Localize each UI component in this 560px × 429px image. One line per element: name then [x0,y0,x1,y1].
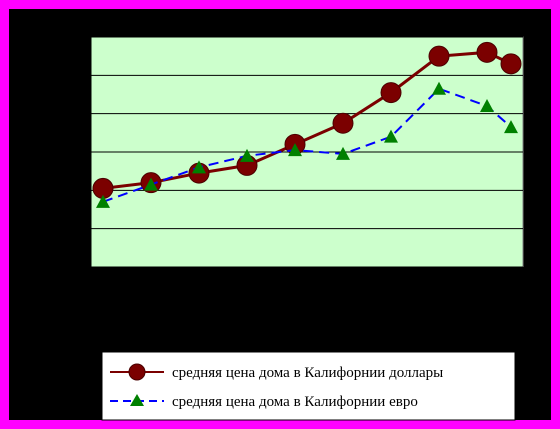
y-tick-label: 6000,00 [43,29,85,44]
legend-marker-usd [128,363,146,381]
series-layer [92,41,522,208]
x-tick-label: янв.02 [239,280,254,315]
data-point [288,143,302,157]
legend-box [101,351,516,421]
data-point [240,148,254,162]
x-tick-label: июл.02 [263,280,278,319]
series-line-1 [102,87,512,203]
x-tick-label: июл.05 [407,280,422,319]
data-point [192,160,206,174]
x-tick-label: янв.04 [335,280,350,316]
data-point [480,99,494,112]
data-point [476,41,498,63]
x-tick-label: янв.06 [431,280,446,316]
y-tick-label: 2000,00 [43,182,85,197]
x-tick-label: янв.01 [191,280,206,315]
data-point [428,45,450,67]
legend-label-eur: средняя цена дома в Калифорнии евро [172,394,418,410]
y-tick-label: 0 [79,259,86,274]
data-point [96,194,110,208]
y-tick-label: 5000,00 [43,67,85,82]
x-tick-label: янв.03 [287,280,302,315]
x-tick-label: июл.04 [359,280,374,320]
x-tick-label: июл.06 [455,280,470,320]
legend-marker-eur [130,394,144,406]
x-tick-label: янв.07 [479,280,494,316]
x-tick-label: янв.00 [143,280,158,315]
x-tick-label: янв.05 [383,280,398,315]
data-point [432,81,446,95]
data-point [500,53,522,75]
legend-label-usd: средняя цена дома в Калифорнии доллары [172,365,443,381]
y-tick-label: 1000,00 [43,221,85,236]
series-line-0 [102,50,512,190]
legend: средняя цена дома в Калифорнии доллары с… [101,351,516,421]
x-tick-label: июл.00 [167,280,182,319]
x-tick-label: июл.03 [311,280,326,319]
data-point [336,146,350,160]
y-axis-ticks: 0 1000,00 2000,00 3000,00 4000,00 5000,00 6000… [43,29,92,274]
x-tick-label: июл.99 [119,280,134,319]
y-tick-label: 3000,00 [43,144,85,159]
x-tick-label: июл.01 [215,280,230,319]
data-point [380,82,402,104]
data-point [332,112,354,134]
x-axis-ticks: янв.99 июл.99 янв.00 июл.00 янв.01 июл.01 янв.… [90,266,524,320]
y-tick-label: 4000,00 [43,106,85,121]
x-tick-label: янв.99 [95,280,110,315]
data-point [144,177,158,191]
data-point [504,120,518,134]
data-point [384,129,398,143]
x-tick-label: июл.07 [503,280,518,320]
